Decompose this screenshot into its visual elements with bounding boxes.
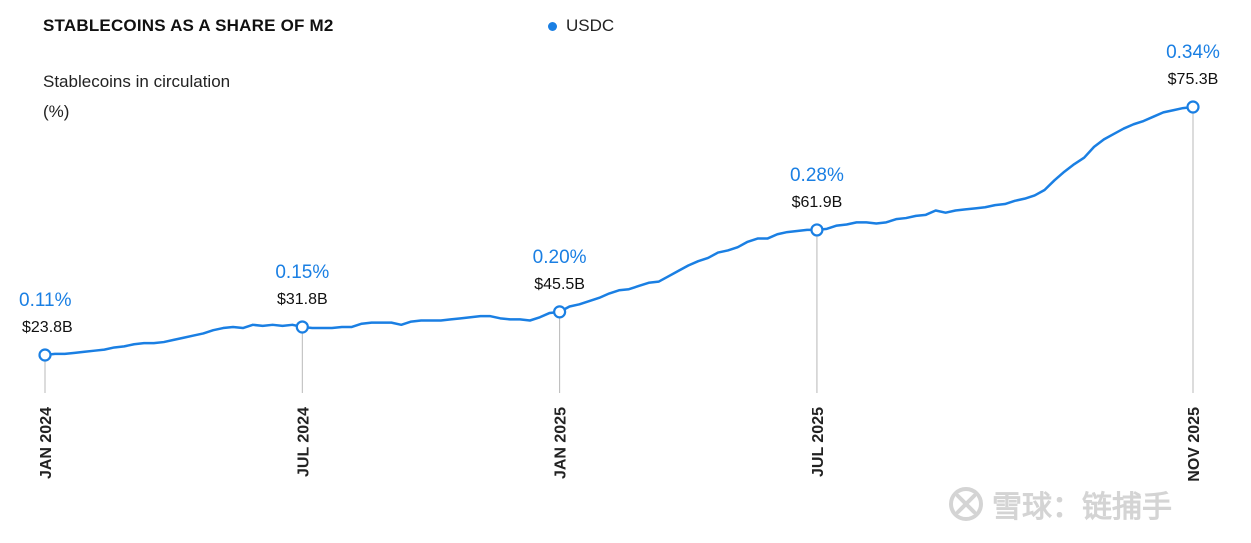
- data-label-amount: $45.5B: [534, 276, 585, 293]
- data-label-amount: $31.8B: [277, 291, 328, 308]
- x-tick-label: NOV 2025: [1186, 407, 1203, 482]
- highlight-marker: [1186, 100, 1200, 114]
- data-label-amount: $23.8B: [22, 319, 73, 336]
- data-label-percent: 0.15%: [275, 262, 329, 283]
- snowball-logo-icon: [949, 487, 983, 521]
- x-tick-label: JAN 2024: [38, 407, 55, 479]
- highlight-marker: [295, 320, 309, 334]
- x-tick-label: JUL 2025: [810, 407, 827, 477]
- highlight-marker: [553, 305, 567, 319]
- legend: USDC: [548, 16, 614, 36]
- legend-label-usdc: USDC: [566, 16, 615, 35]
- legend-dot-icon: [548, 21, 557, 31]
- data-label-percent: 0.34%: [1166, 42, 1220, 63]
- series-line-usdc: [43, 105, 1195, 357]
- y-axis-label-line1: Stablecoins in circulation: [43, 72, 231, 91]
- data-label-amount: $61.9B: [792, 194, 843, 211]
- highlight-marker: [38, 348, 52, 362]
- data-label-amount: $75.3B: [1168, 71, 1219, 88]
- x-tick-label: JAN 2025: [553, 407, 570, 479]
- data-label-percent: 0.11%: [19, 290, 72, 311]
- x-tick-label: JUL 2024: [295, 407, 312, 477]
- y-axis-label: Stablecoins in circulation (%): [43, 67, 230, 127]
- chart-title: STABLECOINS AS A SHARE OF M2: [43, 16, 334, 35]
- highlight-marker: [810, 223, 824, 237]
- watermark-text: 雪球：链捕手: [992, 490, 1172, 525]
- data-label-percent: 0.20%: [533, 247, 587, 268]
- watermark: 雪球：链捕手: [948, 482, 1172, 526]
- y-axis-label-line2: (%): [43, 102, 70, 121]
- data-label-percent: 0.28%: [790, 165, 844, 186]
